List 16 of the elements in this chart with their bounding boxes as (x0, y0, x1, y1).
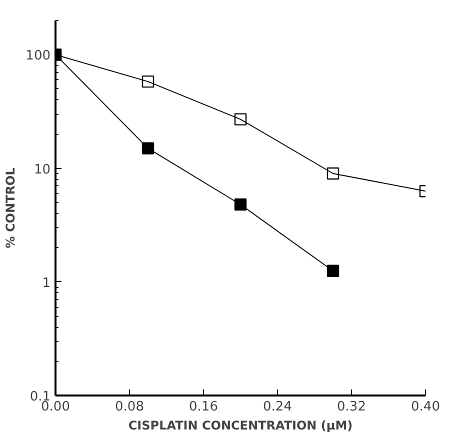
point (326, 167, 340, 180)
y-tick-label: 100 (26, 48, 51, 64)
point (234, 198, 247, 211)
point (142, 142, 154, 154)
point (234, 113, 247, 126)
y-tick-label: 10 (34, 162, 51, 178)
x-axis-title: CISPLATIN CONCENTRATION (µM) (128, 418, 353, 432)
point (326, 264, 340, 277)
x-tick-label: 0.32 (337, 400, 366, 414)
x-tick-label: 0.40 (411, 400, 440, 414)
point (142, 75, 154, 88)
y-tick-label: 1 (42, 276, 51, 291)
x-tick-label: 0.08 (115, 400, 144, 414)
x-tick-label: 0.16 (189, 400, 218, 414)
y-axis-title: % CONTROL (4, 167, 18, 248)
x-tick-label: 0.24 (263, 400, 292, 414)
